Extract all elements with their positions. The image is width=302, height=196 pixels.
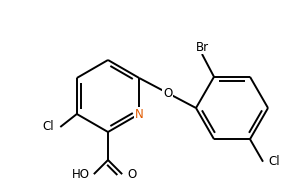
Text: HO: HO bbox=[72, 168, 90, 181]
Text: Cl: Cl bbox=[43, 121, 54, 133]
Text: Cl: Cl bbox=[268, 155, 280, 168]
Text: O: O bbox=[127, 168, 137, 181]
Text: O: O bbox=[163, 86, 172, 100]
Text: Br: Br bbox=[195, 41, 209, 54]
Text: N: N bbox=[135, 107, 143, 121]
